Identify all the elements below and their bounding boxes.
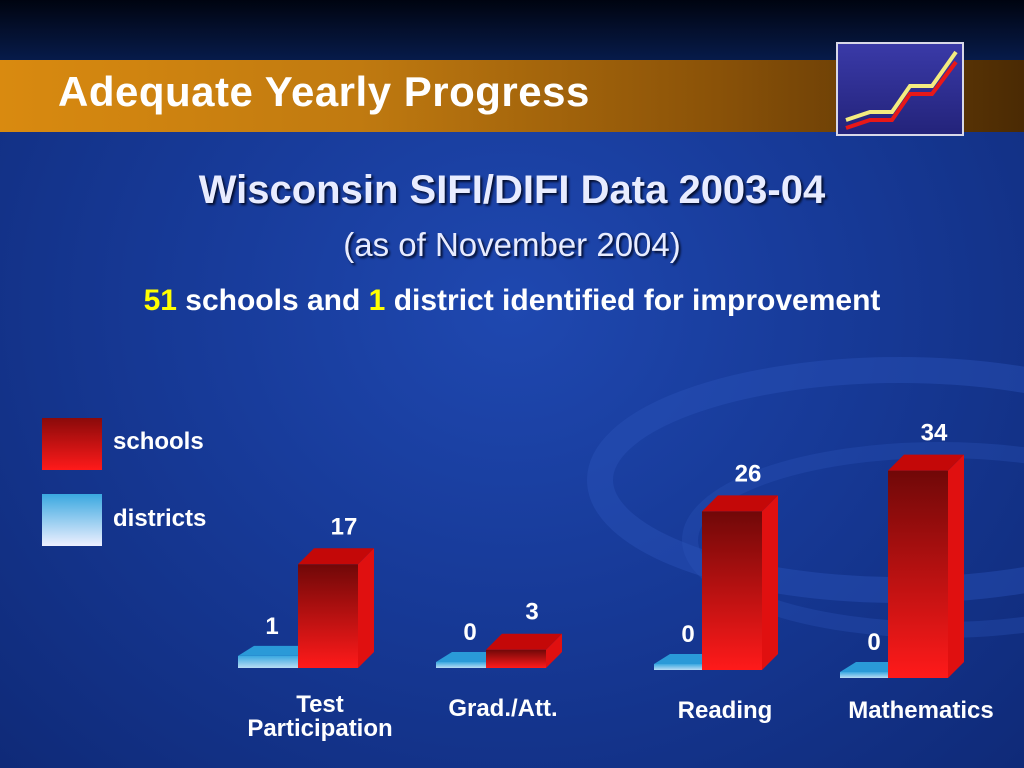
- district-bar-1: [436, 662, 496, 668]
- school-value-label-3: 34: [921, 420, 948, 447]
- legend-label-districts: districts: [113, 505, 207, 532]
- chart-title: Wisconsin SIFI/DIFI Data 2003-04: [198, 168, 826, 212]
- school-bar-side-1: [546, 633, 562, 668]
- chart-subtitle: (as of November 2004): [343, 226, 681, 263]
- school-value-label-2: 26: [735, 460, 762, 487]
- school-bar-side-3: [948, 454, 964, 678]
- school-bar-0: [298, 564, 358, 668]
- headline: 51 schools and 1 district identified for…: [0, 284, 1024, 318]
- district-value-label-0: 1: [265, 613, 278, 640]
- category-label-1-0: Grad./Att.: [448, 695, 557, 722]
- headline-text-1: schools and: [176, 284, 369, 317]
- district-bar-3: [840, 672, 900, 678]
- district-value-label-1: 0: [463, 619, 476, 646]
- legend-swatch-districts: [42, 494, 102, 546]
- legend-label-schools: schools: [113, 428, 204, 455]
- slide-title: Adequate Yearly Progress: [58, 68, 590, 115]
- school-bar-side-2: [762, 495, 778, 670]
- district-value-label-2: 0: [681, 621, 694, 648]
- trend-chart-logo-icon: [836, 42, 964, 136]
- school-bar-1: [486, 649, 546, 668]
- school-bar-top-3: [888, 454, 964, 471]
- school-bar-top-0: [298, 548, 374, 565]
- category-label-2-0: Reading: [678, 697, 773, 724]
- category-label-3-0: Mathematics: [848, 697, 993, 724]
- category-label-0-0: Test: [296, 691, 344, 718]
- school-bar-2: [702, 511, 762, 670]
- district-bar-0: [238, 655, 298, 668]
- schools-count: 51: [143, 284, 177, 317]
- district-count: 1: [368, 284, 386, 317]
- district-bar-top-0: [238, 645, 314, 656]
- category-label-0-1: Participation: [247, 715, 392, 742]
- district-bar-2: [654, 664, 714, 670]
- headline-text-2: district identified for improvement: [385, 284, 881, 317]
- school-bar-side-0: [358, 548, 374, 668]
- school-value-label-0: 17: [331, 513, 358, 540]
- legend-swatch-schools: [42, 418, 102, 470]
- district-value-label-3: 0: [867, 629, 880, 656]
- school-value-label-1: 3: [525, 599, 538, 626]
- school-bar-3: [888, 470, 948, 678]
- school-bar-top-1: [486, 633, 562, 650]
- school-bar-top-2: [702, 495, 778, 512]
